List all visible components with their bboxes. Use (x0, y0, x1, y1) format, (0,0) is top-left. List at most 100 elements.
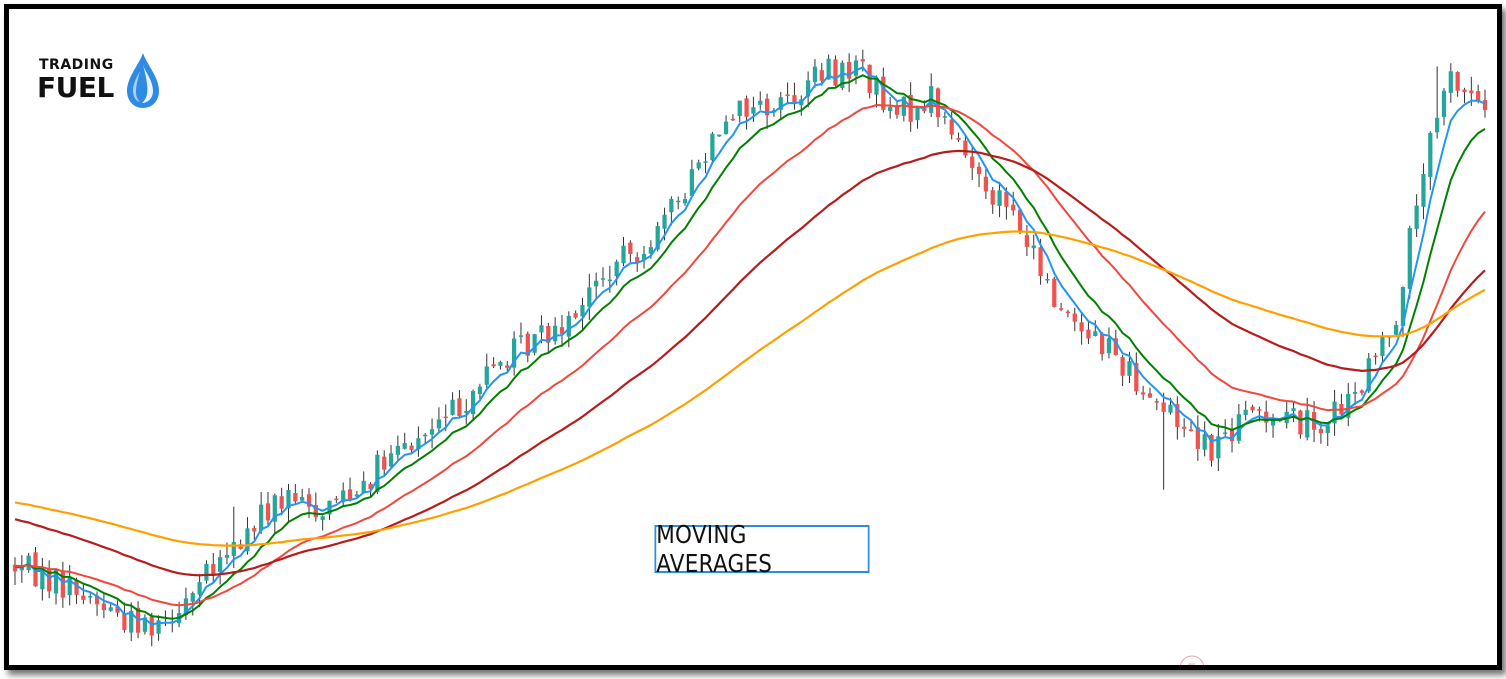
candle-down (1099, 333, 1105, 355)
candle-down (881, 76, 886, 110)
candle-up (1223, 432, 1228, 434)
candle-up (388, 453, 394, 467)
candle-down (1469, 90, 1474, 94)
candle-up (190, 593, 195, 602)
candle-up (676, 200, 681, 203)
candle-down (457, 398, 462, 417)
candle-down (730, 118, 736, 121)
candle-down (1147, 393, 1153, 398)
candle-down (1175, 404, 1180, 427)
candle-up (286, 490, 291, 509)
candle-down (1359, 390, 1365, 393)
candle-up (737, 100, 742, 117)
candle-down (505, 365, 510, 368)
candle-up (197, 582, 202, 595)
candle-up (758, 100, 763, 105)
candle-down (785, 94, 790, 96)
candle-up (1380, 335, 1385, 357)
candle-up (498, 361, 503, 366)
candle-down (1072, 313, 1077, 322)
candle-down (1298, 410, 1303, 435)
candle-down (546, 325, 551, 343)
candle-up (696, 162, 701, 169)
ma_slow-line (14, 104, 1486, 607)
candle-down (1086, 329, 1091, 339)
candle-down (1455, 72, 1460, 91)
candle-down (334, 498, 339, 501)
candle-down (94, 595, 100, 605)
candle-up (840, 62, 845, 88)
candle-up (566, 315, 571, 337)
candle-down (847, 61, 852, 79)
candle-down (525, 333, 530, 356)
candle-up (19, 567, 24, 571)
candle-down (990, 190, 995, 205)
candle-down (81, 595, 86, 600)
candle-up (183, 598, 189, 616)
price-chart (12, 49, 1488, 647)
candle-up (826, 58, 831, 80)
candle-up (1325, 425, 1330, 434)
candle-down (970, 156, 975, 168)
candle-up (594, 280, 599, 287)
candle-down (1011, 204, 1016, 211)
candle-down (1264, 411, 1269, 423)
candle-up (532, 334, 537, 353)
candle-up (423, 434, 428, 437)
candle-up (204, 563, 209, 581)
candle-down (115, 606, 120, 613)
candle-down (149, 616, 154, 636)
candle-down (1134, 362, 1139, 392)
logo-text-trading: TRADING (39, 57, 114, 73)
candle-up (1093, 331, 1098, 337)
candle-up (669, 198, 674, 213)
candle-down (347, 489, 353, 500)
candle-down (559, 327, 565, 334)
candle-up (375, 454, 380, 493)
candle-up (1106, 338, 1112, 354)
candle-up (245, 528, 250, 552)
candle-up (600, 278, 606, 280)
candle-down (1004, 192, 1009, 207)
candle-down (409, 445, 414, 451)
candle-up (915, 106, 920, 121)
candle-up (484, 366, 489, 385)
candle-up (53, 569, 59, 594)
candle-down (819, 70, 824, 81)
candle-up (587, 287, 592, 307)
candle-up (682, 199, 688, 204)
candle-up (853, 60, 859, 76)
candle-up (402, 442, 407, 449)
candle-down (306, 494, 312, 507)
candle-up (395, 445, 401, 455)
candle-up (942, 116, 947, 118)
candle-up (1031, 245, 1036, 249)
candle-up (580, 304, 585, 317)
candle-down (293, 492, 298, 502)
candle-up (67, 576, 72, 596)
candle-up (778, 97, 783, 110)
candle-down (265, 503, 271, 521)
trading-fuel-logo: TRADING FUEL (35, 51, 165, 111)
candle-down (279, 496, 284, 509)
candle-down (1113, 338, 1118, 355)
candle-up (703, 161, 708, 163)
candle-up (1448, 71, 1453, 93)
candle-down (1229, 429, 1235, 442)
candle-up (1216, 436, 1221, 459)
candle-down (1373, 355, 1378, 358)
candle-down (122, 613, 127, 630)
candle-up (142, 617, 148, 632)
candle-down (833, 59, 838, 86)
candle-up (1352, 391, 1358, 394)
candle-up (710, 133, 715, 161)
candle-down (1318, 428, 1324, 434)
candle-down (1195, 427, 1200, 449)
candle-up (1270, 417, 1276, 426)
candle-up (300, 496, 305, 501)
candle-up (751, 107, 756, 114)
ma_longest-line (14, 230, 1486, 547)
candle-down (252, 528, 257, 532)
candle-up (1393, 325, 1399, 335)
candle-down (1462, 89, 1467, 93)
